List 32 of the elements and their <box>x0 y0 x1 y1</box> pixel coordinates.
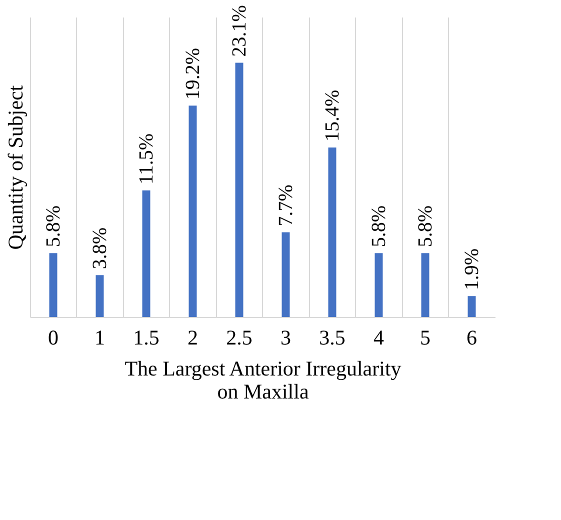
data-label: 15.4% <box>321 90 344 142</box>
x-tick-label: 0 <box>48 326 58 350</box>
x-tick-label: 3 <box>280 326 291 350</box>
x-axis-title: The Largest Anterior Irregularity on Maxilla <box>124 356 402 404</box>
bar <box>374 253 383 317</box>
y-axis-title: Quantity of Subject <box>4 85 28 250</box>
data-label: 19.2% <box>182 48 204 100</box>
bar <box>142 190 150 317</box>
data-label: 3.8% <box>88 228 111 270</box>
bar <box>96 275 104 317</box>
data-label: 5.8% <box>42 205 64 248</box>
x-tick-label: 4 <box>374 326 384 350</box>
x-tick-label: 2 <box>188 326 198 350</box>
data-label: 1.9% <box>460 248 483 290</box>
data-label: 23.1% <box>228 5 250 57</box>
bar <box>421 253 430 317</box>
x-tick-label: 6 <box>466 326 477 350</box>
bar <box>468 296 476 317</box>
x-tick-label: 3.5 <box>319 326 346 350</box>
bar <box>328 148 336 317</box>
bar <box>235 62 244 317</box>
x-tick-label: 1 <box>94 326 105 350</box>
bar <box>49 253 58 317</box>
x-tick-label: 1.5 <box>133 326 160 350</box>
data-label: 11.5% <box>135 134 158 184</box>
x-tick-label: 5 <box>420 326 430 350</box>
data-label: 5.8% <box>368 205 390 248</box>
x-tick-label: 2.5 <box>226 326 252 350</box>
bar <box>188 106 197 317</box>
data-label: 7.7% <box>274 184 297 226</box>
bar <box>282 232 290 317</box>
data-label: 5.8% <box>414 205 436 248</box>
